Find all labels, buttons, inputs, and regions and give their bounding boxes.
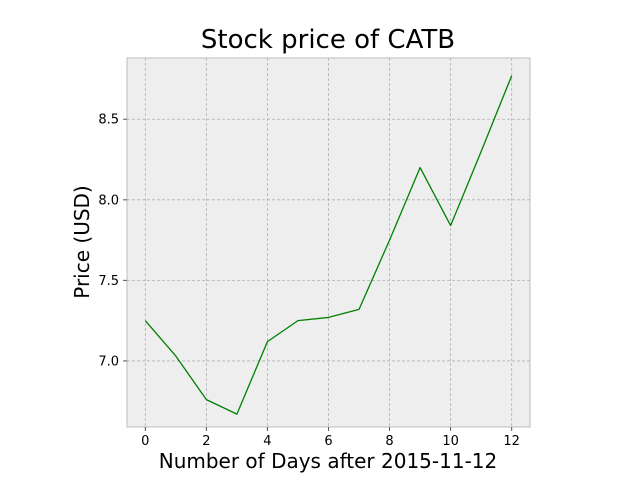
x-tick-label: 0	[141, 434, 149, 449]
series-layer	[144, 75, 513, 415]
x-tick-label: 4	[263, 434, 271, 449]
x-tick-label: 6	[324, 434, 332, 449]
y-tick-label: 7.5	[98, 274, 119, 289]
y-tick-label: 8.5	[98, 113, 119, 128]
x-tick-label: 10	[442, 434, 459, 449]
x-tick-label: 2	[202, 434, 210, 449]
x-tick-label: 8	[385, 434, 393, 449]
chart-title: Stock price of CATB	[201, 25, 455, 55]
y-axis-label: Price (USD)	[70, 185, 94, 299]
y-tick-label: 8.0	[98, 193, 119, 208]
axis-ticks: 0 2 4 6 8 10 12 7.0 7.5 8.0 8.5	[98, 113, 520, 449]
y-tick-label: 7.0	[98, 354, 119, 369]
grid	[127, 58, 530, 427]
x-tick-label: 12	[503, 434, 520, 449]
price-series-line	[144, 75, 513, 415]
x-axis-label: Number of Days after 2015-11-12	[159, 449, 498, 473]
